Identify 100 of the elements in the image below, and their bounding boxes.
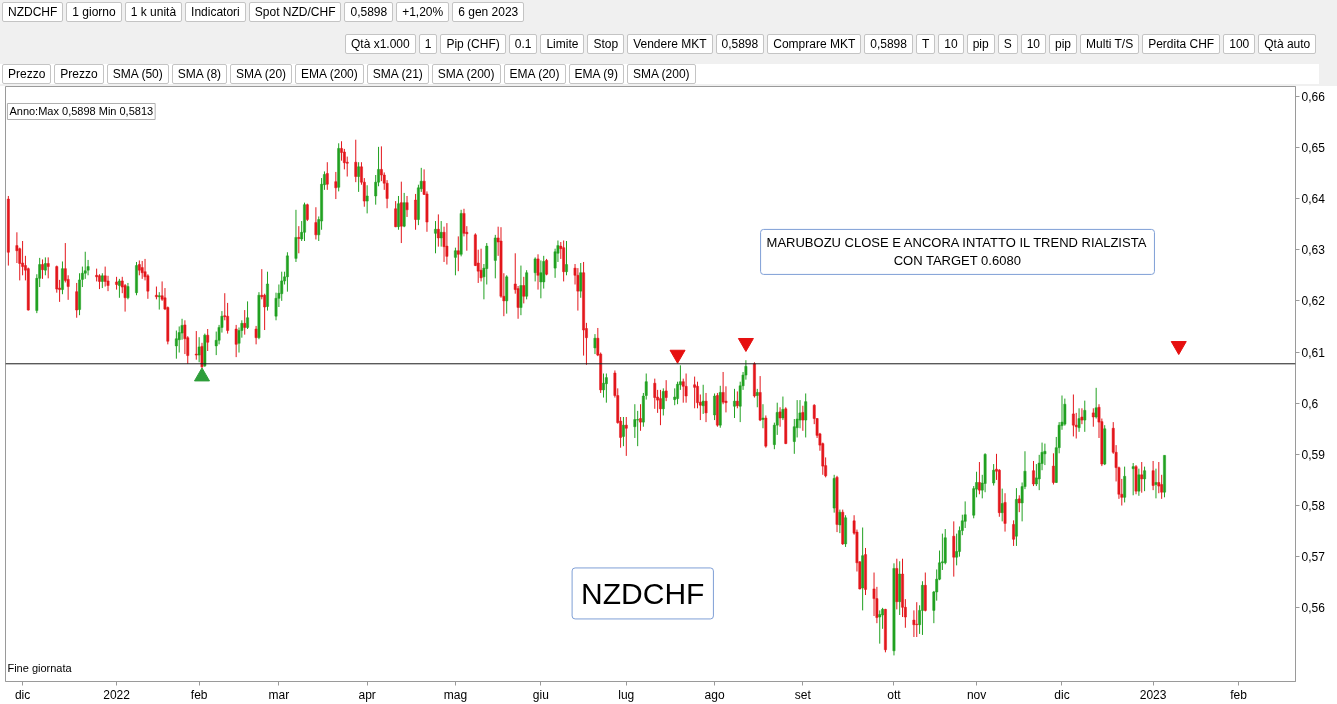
text: 6 gen 2023 bbox=[452, 2, 525, 22]
annotation: Anno:Max 0,5898 Min 0,5813 bbox=[9, 105, 154, 118]
candlestick bbox=[402, 192, 406, 228]
candlestick bbox=[1063, 398, 1067, 427]
y-tick-label: 0,66 bbox=[1301, 89, 1326, 104]
candlestick bbox=[639, 403, 642, 432]
candlestick bbox=[314, 206, 318, 240]
candlestick bbox=[174, 330, 178, 360]
text: 1 bbox=[418, 34, 438, 54]
x-tick-label: apr bbox=[358, 687, 376, 702]
candlestick bbox=[493, 234, 497, 279]
candlestick bbox=[804, 392, 808, 438]
candlestick bbox=[525, 269, 529, 300]
y-tick-label: 0,57 bbox=[1301, 550, 1326, 565]
text: Limite bbox=[540, 34, 585, 54]
text: 0.1 bbox=[508, 34, 538, 54]
text: SMA (21) bbox=[366, 64, 429, 84]
x-tick-label: ago bbox=[704, 687, 725, 702]
candlestick bbox=[1083, 400, 1087, 433]
candlestick bbox=[266, 271, 269, 312]
candlestick bbox=[761, 403, 765, 429]
text: SMA (20) bbox=[230, 64, 293, 84]
text: 10 bbox=[1020, 34, 1047, 54]
candlestick bbox=[15, 231, 19, 264]
text: T bbox=[915, 34, 936, 54]
candlestick bbox=[1091, 407, 1095, 428]
candlestick bbox=[653, 378, 657, 410]
candlestick bbox=[1137, 468, 1141, 497]
x-tick-label: lug bbox=[618, 687, 635, 702]
candlestick bbox=[445, 222, 449, 266]
candlestick bbox=[1094, 387, 1098, 420]
candlestick bbox=[713, 392, 716, 421]
candlestick bbox=[579, 262, 583, 299]
candlestick bbox=[1154, 468, 1158, 499]
text: S bbox=[997, 34, 1018, 54]
text: 1 k unità bbox=[124, 2, 183, 22]
text: Vendere MKT bbox=[627, 34, 713, 54]
text: Multi T/S bbox=[1080, 34, 1140, 54]
candlestick bbox=[693, 376, 697, 409]
candlestick bbox=[200, 342, 204, 369]
candlestick bbox=[75, 282, 79, 319]
x-tick-label: 2022 bbox=[103, 687, 131, 702]
text: Spot NZD/CHF bbox=[248, 2, 342, 22]
candlestick bbox=[434, 220, 437, 254]
candlestick bbox=[1080, 407, 1084, 425]
text: 0,5898 bbox=[344, 2, 394, 22]
candlestick bbox=[454, 247, 457, 276]
candlestick bbox=[519, 265, 523, 316]
text: 1 giorno bbox=[66, 2, 122, 22]
x-tick-label: feb bbox=[1230, 687, 1248, 702]
text: SMA (8) bbox=[171, 64, 228, 84]
y-tick-label: 0,59 bbox=[1301, 447, 1326, 462]
y-tick-label: 0,65 bbox=[1301, 140, 1326, 155]
candlestick bbox=[61, 260, 64, 295]
y-tick-label: 0,6 bbox=[1301, 396, 1319, 411]
text: pip bbox=[1049, 34, 1078, 54]
candlestick bbox=[684, 373, 688, 404]
text: 0,5898 bbox=[864, 34, 913, 54]
candlestick bbox=[254, 325, 258, 345]
candlestick bbox=[978, 461, 981, 495]
candlestick bbox=[1032, 460, 1035, 487]
text: Perdita CHF bbox=[1142, 34, 1221, 54]
candlestick bbox=[414, 193, 417, 231]
x-tick-label: giu bbox=[532, 687, 549, 702]
candlestick bbox=[701, 384, 705, 415]
candlestick bbox=[1151, 460, 1155, 491]
x-tick-label: nov bbox=[966, 687, 987, 702]
x-tick-label: feb bbox=[190, 687, 208, 702]
candlestick bbox=[1043, 443, 1047, 466]
candlestick bbox=[479, 248, 483, 282]
y-tick-label: 0,64 bbox=[1301, 192, 1326, 207]
text: Prezzo bbox=[2, 64, 52, 84]
candlestick bbox=[704, 392, 708, 423]
candlestick bbox=[624, 416, 628, 457]
candlestick bbox=[838, 509, 842, 534]
y-tick-label: 0,61 bbox=[1301, 345, 1326, 360]
text: NZDCHF bbox=[581, 576, 705, 610]
text: SMA (200) bbox=[431, 64, 501, 84]
candlestick bbox=[334, 171, 338, 200]
y-tick-label: 0,63 bbox=[1301, 243, 1326, 258]
candlestick bbox=[878, 609, 882, 645]
candlestick bbox=[576, 267, 580, 312]
annotation: Fine giornata bbox=[7, 662, 73, 675]
x-tick-label: set bbox=[794, 687, 812, 702]
candlestick bbox=[206, 328, 210, 352]
candlestick bbox=[294, 209, 298, 263]
candlestick bbox=[1000, 488, 1004, 522]
candlestick bbox=[405, 195, 409, 218]
candlestick bbox=[602, 373, 605, 399]
text: +1,20% bbox=[396, 2, 450, 22]
x-tick-label: 2023 bbox=[1139, 687, 1167, 702]
text: EMA (20) bbox=[503, 64, 566, 84]
candlestick bbox=[1012, 519, 1015, 547]
candlestick bbox=[801, 405, 805, 432]
candlestick bbox=[21, 240, 24, 276]
y-tick-label: 0,56 bbox=[1301, 601, 1326, 616]
candlestick bbox=[439, 220, 443, 248]
candlestick bbox=[915, 601, 919, 638]
text: EMA (9) bbox=[568, 64, 624, 84]
annotation: MARUBOZU CLOSE E ANCORA INTATTO IL TREND RIALZISTA CON TARGET 0.6080 bbox=[766, 235, 1147, 269]
